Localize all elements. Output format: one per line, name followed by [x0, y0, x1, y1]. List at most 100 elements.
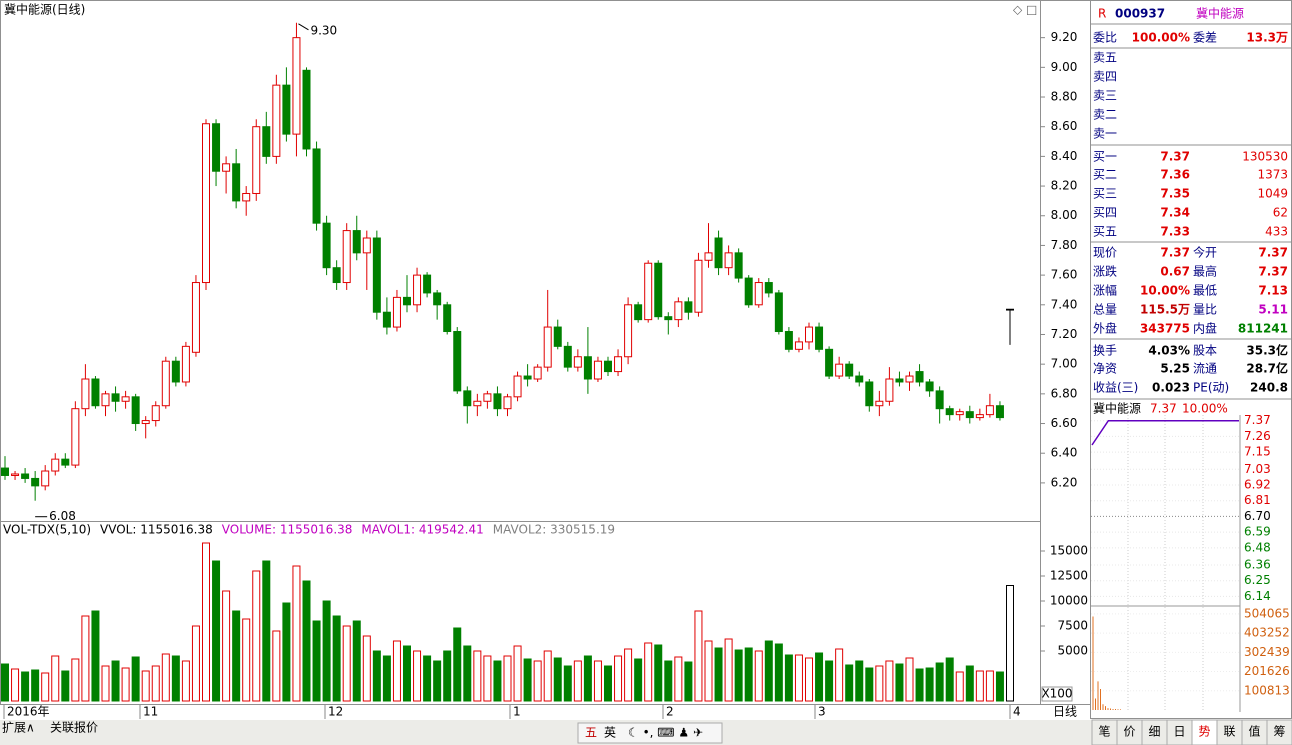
volume-bar [995, 671, 1004, 702]
volume-bar [272, 630, 281, 702]
x-tick-label: 2 [666, 705, 674, 719]
candle-body [392, 296, 401, 328]
tab-label[interactable]: 笔 [1098, 724, 1110, 739]
volume-bar [935, 662, 944, 702]
tab-label[interactable]: 联 [1223, 725, 1235, 739]
ime-toolbar[interactable] [577, 722, 723, 744]
candle-body [101, 393, 110, 407]
ime-item[interactable]: 五 [585, 726, 597, 740]
quote-cell: 1373 [1257, 168, 1288, 182]
footer-button[interactable]: 关联报价 [50, 720, 98, 735]
quote-name: 冀中能源 [1196, 6, 1244, 21]
candle-body [674, 301, 683, 321]
volume-bar [774, 643, 783, 702]
tab[interactable] [1091, 719, 1118, 745]
intraday-title: 冀中能源 [1093, 401, 1141, 416]
candle-body [403, 296, 411, 306]
quote-cell: 433 [1265, 225, 1288, 239]
candle-body [684, 301, 693, 313]
candle-body [553, 326, 562, 347]
candle-body [744, 277, 753, 306]
candle-body [624, 304, 633, 358]
volume-legend: MAVOL1: 419542.41 [361, 523, 483, 537]
candle-body [141, 420, 150, 425]
quote-cell: 委差 [1193, 31, 1217, 45]
volume-bar [714, 647, 723, 702]
x-tick-label: 12 [328, 705, 343, 719]
volume-bar [282, 602, 291, 702]
volume-bar [955, 671, 964, 702]
unit-box [1041, 686, 1073, 702]
footer-button[interactable]: 扩展∧ [2, 721, 35, 735]
quote-cell: 130530 [1242, 150, 1288, 164]
ime-icons[interactable]: ☾ •, ⌨ ♟ ✈ [628, 726, 703, 740]
quote-cell: 卖四 [1093, 70, 1117, 84]
candle-body [985, 405, 994, 416]
candle-body [342, 230, 351, 284]
tab-label[interactable]: 价 [1123, 725, 1135, 739]
x-tick-label: 2016年 [7, 705, 50, 719]
candle-body [704, 252, 713, 261]
quote-cell: 7.37 [1160, 246, 1190, 260]
volume-bar [634, 658, 643, 702]
candle-body [845, 363, 854, 377]
quote-cell: 7.33 [1160, 225, 1190, 239]
volume-bar [784, 654, 793, 702]
y-tick-label: 6.20 [1051, 475, 1078, 489]
tab[interactable] [1116, 719, 1143, 745]
tab-label[interactable]: 势 [1198, 725, 1210, 739]
candle-body [91, 378, 100, 407]
annotation: 6.08 [49, 509, 76, 523]
tab[interactable] [1216, 719, 1243, 745]
volume-bar [212, 560, 221, 702]
candle-body [463, 390, 472, 407]
volume-bar [322, 600, 331, 702]
intraday-change: 10.00% [1182, 402, 1228, 416]
volume-bar [382, 655, 391, 702]
volume-bar [593, 660, 602, 702]
volume-bar [443, 650, 452, 702]
quote-cell: 7.37 [1258, 246, 1288, 260]
candle-body [593, 360, 602, 380]
volume-bar [553, 657, 562, 702]
candle-body [855, 375, 864, 383]
candle-body [423, 274, 432, 294]
volume-legend: MAVOL2: 330515.19 [493, 523, 615, 537]
tab-label[interactable]: 日 [1173, 725, 1185, 739]
volume-bar [242, 618, 251, 702]
y-tick-label: 7.20 [1051, 327, 1078, 341]
tab[interactable] [1191, 719, 1218, 745]
candle-body [895, 378, 904, 383]
ime-item[interactable]: 英 [604, 726, 616, 740]
quote-cell: 今开 [1193, 245, 1217, 260]
intraday-tick-label: 6.92 [1244, 478, 1271, 492]
tab[interactable] [1266, 719, 1292, 745]
tab-label[interactable]: 筹 [1273, 725, 1285, 739]
candle-body [31, 477, 40, 487]
quote-cell: 卖二 [1093, 108, 1117, 122]
tab-label[interactable]: 值 [1248, 724, 1260, 739]
tab-label[interactable]: 细 [1148, 725, 1160, 739]
y-tick-label: 7.40 [1051, 297, 1078, 311]
volume-bar [392, 640, 401, 702]
volume-bar [161, 653, 170, 702]
volume-bar [202, 542, 210, 702]
volume-bar [704, 640, 713, 702]
quote-cell: 净资 [1093, 362, 1117, 376]
volume-bar [895, 663, 904, 702]
period-label[interactable]: 日线 [1053, 705, 1077, 719]
volume-bar [835, 648, 844, 702]
volume-bar [493, 660, 502, 702]
intraday-tick-label: 7.26 [1244, 429, 1271, 443]
candle-body [11, 473, 20, 476]
volume-bar [352, 620, 361, 702]
quote-cell: 28.7亿 [1246, 361, 1288, 376]
y-tick-label: 8.60 [1051, 119, 1078, 133]
candle-body [191, 282, 200, 353]
quote-cell: 卖三 [1093, 89, 1117, 103]
volume-tick-label: 5000 [1057, 644, 1088, 658]
candle-body [433, 292, 442, 306]
window-icons[interactable]: ◇ □ [1013, 3, 1037, 17]
volume-bar [975, 670, 984, 702]
volume-tick-label: 15000 [1050, 544, 1088, 558]
